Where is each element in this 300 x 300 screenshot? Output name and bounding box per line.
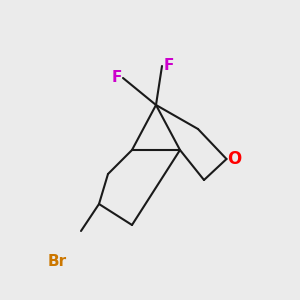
Text: F: F: [164, 58, 174, 74]
Text: O: O: [227, 150, 241, 168]
Text: Br: Br: [47, 254, 67, 268]
Text: F: F: [111, 70, 122, 86]
